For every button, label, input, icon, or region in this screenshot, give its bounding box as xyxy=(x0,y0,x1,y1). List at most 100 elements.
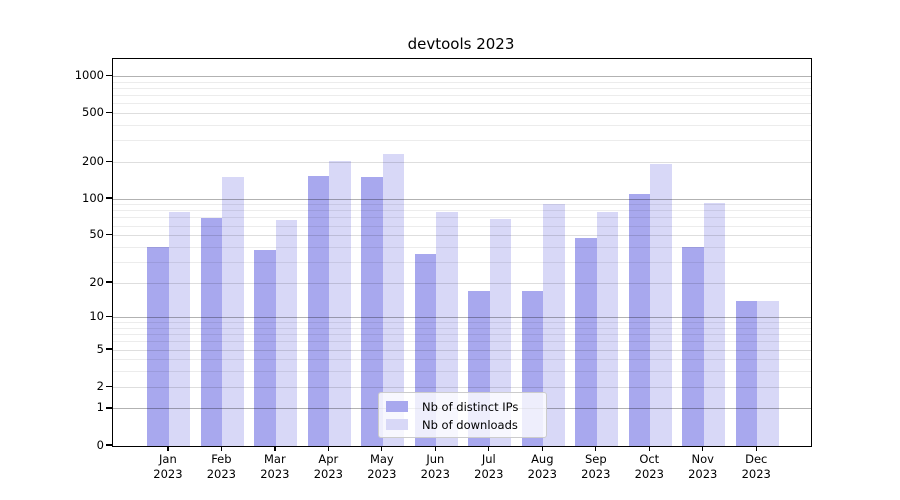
legend-swatch-distinct-ips xyxy=(386,401,408,412)
x-tick-mark-sep xyxy=(595,445,597,451)
bar-distinct-ips-sep xyxy=(575,237,597,446)
bar-downloads-nov xyxy=(703,202,726,446)
x-tick-year: 2023 xyxy=(634,466,664,481)
bar-downloads-sep xyxy=(596,212,619,446)
y-tick-mark-50 xyxy=(106,233,112,236)
x-tick-mark-jan xyxy=(167,445,169,451)
x-tick-month: May xyxy=(369,452,394,466)
x-tick-label-mar: Mar 2023 xyxy=(235,452,315,481)
x-tick-label-apr: Apr 2023 xyxy=(288,452,368,481)
legend: Nb of distinct IPs Nb of downloads xyxy=(378,392,547,438)
legend-swatch-downloads xyxy=(386,419,408,430)
legend-label-downloads: Nb of downloads xyxy=(422,417,518,432)
bars-layer xyxy=(113,59,811,446)
x-tick-month: Dec xyxy=(745,452,768,466)
x-tick-label-feb: Feb 2023 xyxy=(181,452,261,481)
x-tick-month: Sep xyxy=(584,452,607,466)
x-tick-mark-feb xyxy=(220,445,223,451)
x-tick-year: 2023 xyxy=(260,466,290,481)
bar-downloads-aug xyxy=(543,203,565,446)
y-tick-label-50: 50 xyxy=(89,227,104,242)
x-tick-year: 2023 xyxy=(581,466,611,481)
y-tick-mark-20 xyxy=(106,281,112,283)
x-tick-mark-mar xyxy=(274,445,276,451)
y-tick-mark-1 xyxy=(106,407,112,409)
legend-item-downloads: Nb of downloads xyxy=(386,417,538,432)
x-tick-label-sep: Sep 2023 xyxy=(556,452,636,481)
bar-downloads-feb xyxy=(222,177,244,446)
x-tick-year: 2023 xyxy=(367,466,397,481)
x-tick-mark-dec xyxy=(755,445,757,451)
bar-distinct-ips-jan xyxy=(147,247,169,446)
x-tick-label-nov: Nov 2023 xyxy=(663,452,743,481)
bar-distinct-ips-apr xyxy=(307,175,330,446)
x-tick-mark-nov xyxy=(702,445,704,451)
x-tick-month: Jan xyxy=(159,452,177,466)
x-tick-label-aug: Aug 2023 xyxy=(502,452,582,481)
y-tick-mark-10 xyxy=(106,316,112,318)
x-tick-year: 2023 xyxy=(313,466,343,481)
x-tick-month: Feb xyxy=(211,452,232,466)
x-tick-month: Mar xyxy=(264,452,286,466)
bar-distinct-ips-feb xyxy=(200,217,223,446)
bar-downloads-dec xyxy=(757,301,779,446)
x-tick-mark-jul xyxy=(488,445,490,451)
y-tick-mark-0 xyxy=(106,444,112,446)
x-tick-month: Oct xyxy=(639,452,660,466)
bar-downloads-apr xyxy=(329,160,351,446)
x-tick-label-dec: Dec 2023 xyxy=(716,452,796,481)
x-tick-month: Nov xyxy=(691,452,714,466)
bar-downloads-may xyxy=(382,153,405,446)
bar-distinct-ips-nov xyxy=(682,247,704,446)
plot-area xyxy=(112,58,812,447)
bar-distinct-ips-dec xyxy=(735,301,758,446)
x-tick-year: 2023 xyxy=(474,466,504,481)
y-tick-label-100: 100 xyxy=(82,190,104,205)
x-tick-year: 2023 xyxy=(420,466,450,481)
x-tick-mark-oct xyxy=(648,445,650,451)
bar-downloads-jul xyxy=(489,219,512,446)
x-tick-mark-may xyxy=(381,445,383,451)
y-tick-label-500: 500 xyxy=(82,104,104,119)
x-tick-label-jul: Jul 2023 xyxy=(449,452,529,481)
x-tick-year: 2023 xyxy=(153,466,183,481)
bar-downloads-jun xyxy=(436,212,458,446)
x-tick-month: Aug xyxy=(531,452,554,466)
y-tick-mark-200 xyxy=(106,160,112,162)
x-tick-mark-apr xyxy=(327,445,329,451)
bar-downloads-mar xyxy=(275,220,298,446)
bar-downloads-jan xyxy=(168,211,191,446)
y-tick-mark-100 xyxy=(106,197,112,199)
chart-title: devtools 2023 xyxy=(407,35,515,53)
x-tick-mark-aug xyxy=(541,445,543,451)
y-tick-label-5: 5 xyxy=(96,341,104,356)
bar-distinct-ips-mar xyxy=(254,250,276,446)
x-tick-label-jun: Jun 2023 xyxy=(395,452,475,481)
bar-downloads-oct xyxy=(650,163,672,446)
legend-label-distinct-ips: Nb of distinct IPs xyxy=(422,399,519,414)
y-tick-label-2: 2 xyxy=(96,378,104,393)
x-tick-label-jan: Jan 2023 xyxy=(128,452,208,481)
x-tick-month: Jun xyxy=(426,452,445,466)
y-tick-mark-5 xyxy=(106,348,112,350)
legend-item-distinct-ips: Nb of distinct IPs xyxy=(386,399,538,414)
y-tick-mark-1000 xyxy=(106,74,112,77)
y-tick-label-10: 10 xyxy=(89,309,104,324)
bar-distinct-ips-oct xyxy=(628,193,651,446)
x-tick-month: Apr xyxy=(318,452,339,466)
x-tick-label-may: May 2023 xyxy=(342,452,422,481)
x-tick-mark-jun xyxy=(434,445,436,451)
x-tick-year: 2023 xyxy=(741,466,771,481)
x-tick-year: 2023 xyxy=(688,466,718,481)
y-tick-label-1000: 1000 xyxy=(74,67,104,82)
bar-distinct-ips-may xyxy=(361,176,383,446)
y-tick-mark-500 xyxy=(106,111,112,114)
y-tick-label-0: 0 xyxy=(96,437,104,452)
y-tick-label-200: 200 xyxy=(82,153,104,168)
x-tick-month: Jul xyxy=(481,452,496,466)
x-tick-year: 2023 xyxy=(206,466,237,481)
y-tick-label-1: 1 xyxy=(96,400,104,415)
y-tick-label-20: 20 xyxy=(89,274,104,289)
x-tick-label-oct: Oct 2023 xyxy=(609,452,689,481)
